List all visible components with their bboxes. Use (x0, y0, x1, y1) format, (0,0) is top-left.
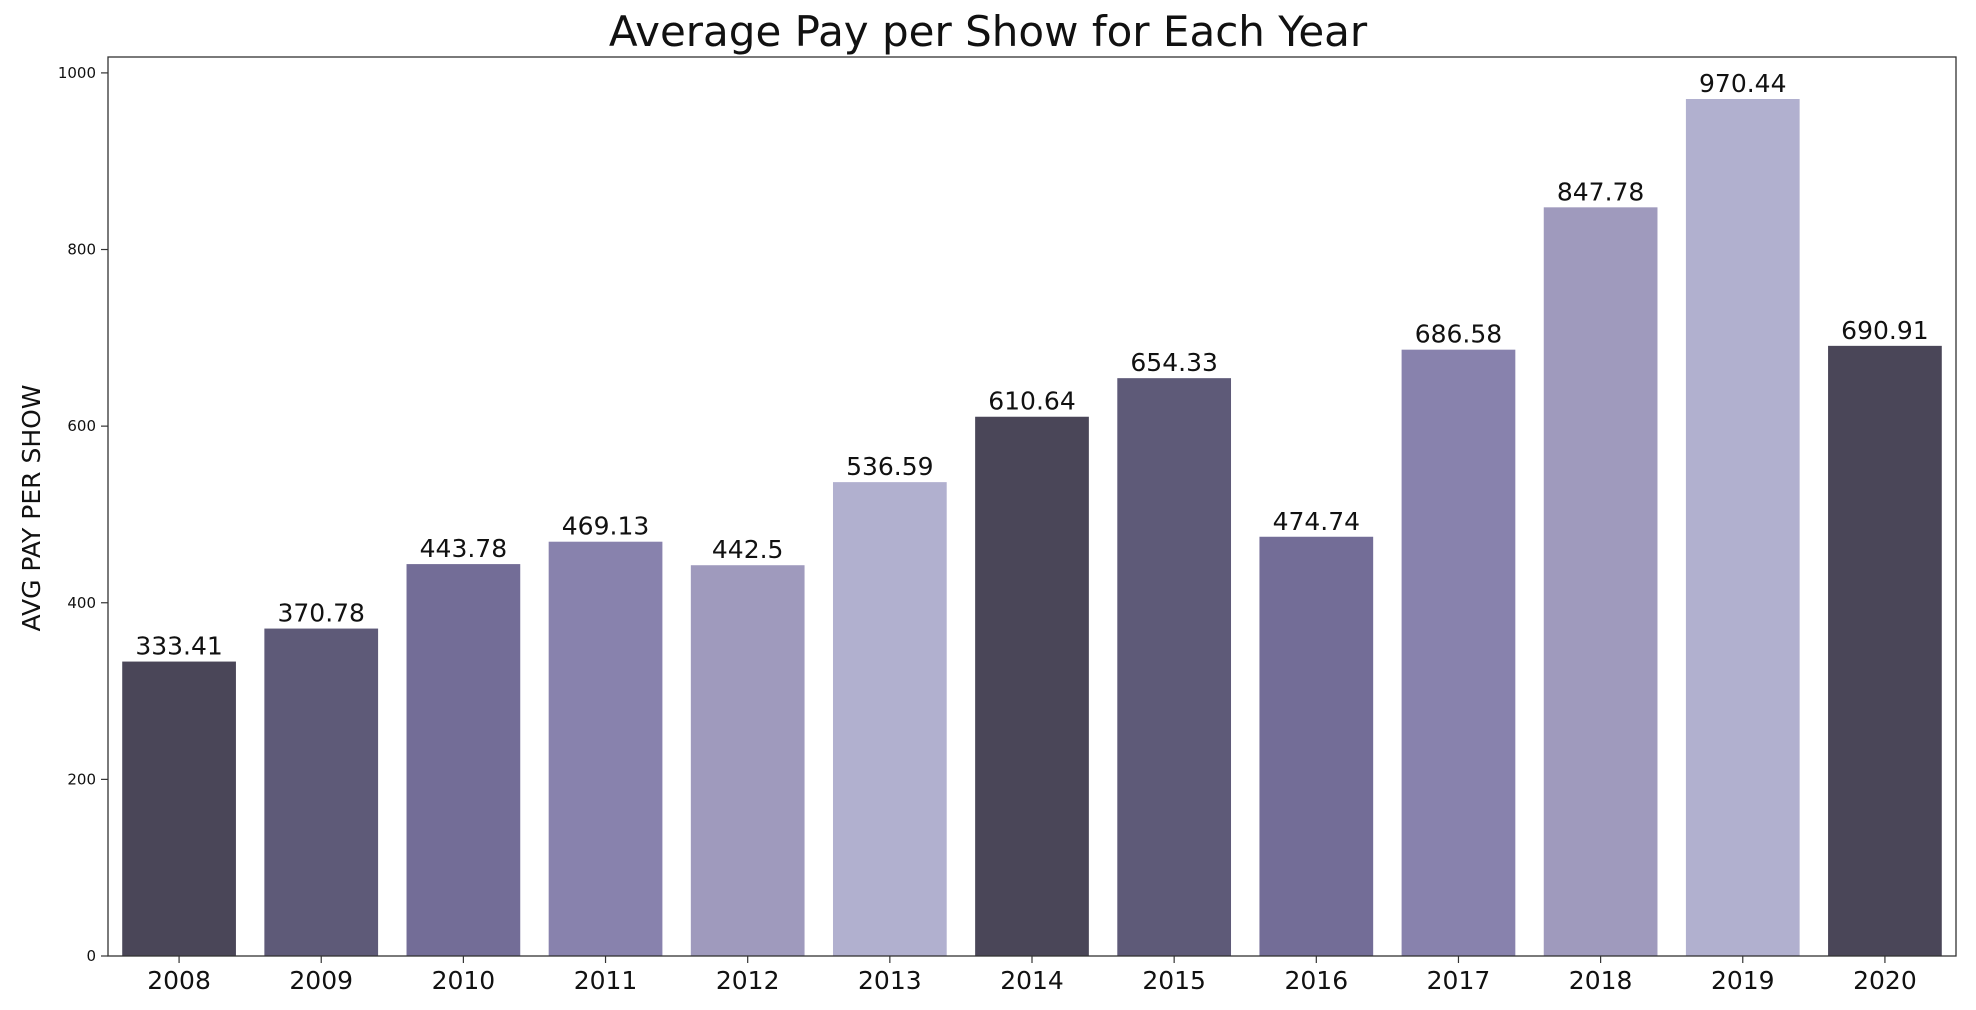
y-axis-ticks: 0 200 400 600 800 1000 (58, 64, 108, 965)
bar-2019 (1685, 99, 1800, 957)
y-tick-label: 200 (67, 770, 96, 788)
bar-2011 (548, 541, 663, 956)
data-label-2009: 370.78 (277, 599, 364, 628)
bar-2008 (122, 661, 236, 956)
x-tick-label: 2016 (1284, 966, 1348, 995)
bar-2018 (1543, 207, 1658, 956)
data-label-2019: 970.44 (1699, 69, 1786, 98)
bar-2016 (1259, 536, 1374, 956)
bar-2015 (1117, 378, 1232, 957)
bars: 333.41 370.78 443.78 469.13 442.5 536.59 610.6… (122, 69, 1942, 957)
plot-frame (107, 56, 1957, 957)
x-axis-ticks: 2008 2009 2010 2011 2012 2013 2014 2015 2016 2017… (147, 956, 1917, 995)
x-tick-label: 2019 (1711, 966, 1775, 995)
x-tick-label: 2015 (1142, 966, 1206, 995)
y-tick-label: 600 (67, 417, 96, 435)
data-label-2011: 469.13 (562, 512, 649, 541)
x-tick-label: 2010 (432, 966, 496, 995)
data-label-2010: 443.78 (420, 534, 507, 563)
bar-2017 (1401, 349, 1516, 957)
bar-2020 (1828, 345, 1942, 957)
data-label-2016: 474.74 (1273, 507, 1360, 536)
data-label-2008: 333.41 (135, 632, 222, 661)
bar-2010 (406, 564, 521, 956)
data-label-2017: 686.58 (1415, 320, 1502, 349)
data-label-2012: 442.5 (712, 535, 784, 564)
y-axis-label: AVG PAY PER SHOW (17, 384, 46, 631)
data-label-2014: 610.64 (988, 387, 1075, 416)
bar-2014 (975, 416, 1089, 956)
x-tick-label: 2020 (1853, 966, 1917, 995)
bar-2012 (690, 565, 805, 956)
x-tick-label: 2014 (1000, 966, 1064, 995)
data-label-2013: 536.59 (846, 452, 933, 481)
x-tick-label: 2011 (574, 966, 638, 995)
chart-title: Average Pay per Show for Each Year (609, 7, 1368, 56)
x-tick-label: 2009 (289, 966, 353, 995)
data-label-2018: 847.78 (1557, 177, 1644, 206)
x-tick-label: 2013 (858, 966, 922, 995)
x-tick-label: 2008 (147, 966, 211, 995)
y-tick-label: 1000 (58, 64, 96, 82)
data-label-2020: 690.91 (1841, 316, 1928, 345)
bar-2009 (264, 628, 379, 956)
x-tick-label: 2012 (716, 966, 780, 995)
data-label-2015: 654.33 (1130, 348, 1217, 377)
x-tick-label: 2018 (1569, 966, 1633, 995)
x-tick-label: 2017 (1427, 966, 1491, 995)
bar-2013 (832, 482, 947, 956)
y-tick-label: 0 (86, 947, 96, 965)
y-tick-label: 400 (67, 594, 96, 612)
y-tick-label: 800 (67, 241, 96, 259)
